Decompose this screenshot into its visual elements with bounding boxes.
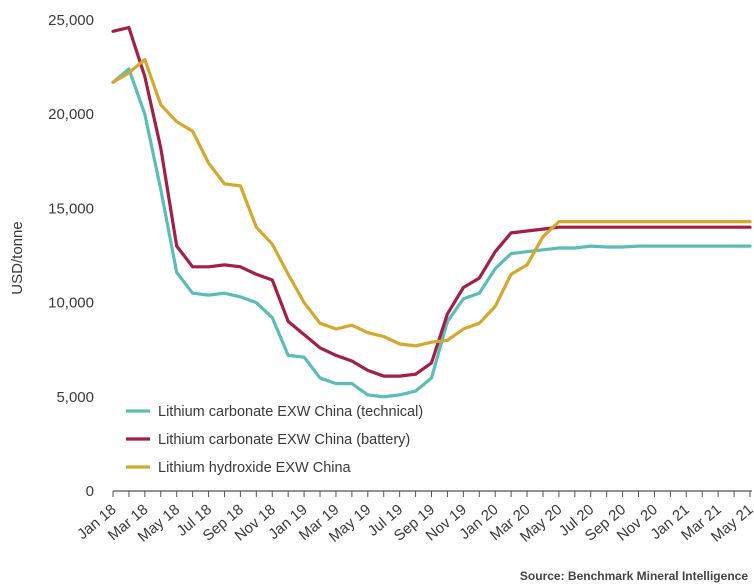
y-tick-label: 5,000 bbox=[56, 389, 94, 406]
y-tick-label: 10,000 bbox=[48, 295, 94, 312]
y-tick-label: 25,000 bbox=[48, 12, 94, 29]
legend-label: Lithium carbonate EXW China (battery) bbox=[158, 432, 410, 448]
series-lines bbox=[111, 25, 752, 399]
series-line bbox=[111, 58, 752, 348]
source-note: Source: Benchmark Mineral Intelligence bbox=[519, 569, 748, 583]
legend-label: Lithium hydroxide EXW China bbox=[158, 460, 352, 476]
y-axis-title: USD/tonne bbox=[9, 221, 26, 294]
y-tick-label: 15,000 bbox=[48, 200, 94, 217]
y-tick-label: 20,000 bbox=[48, 106, 94, 123]
series-line bbox=[111, 25, 752, 378]
legend-label: Lithium carbonate EXW China (technical) bbox=[158, 404, 423, 420]
series-line bbox=[111, 67, 752, 399]
y-tick-label: 0 bbox=[86, 483, 94, 500]
legend: Lithium carbonate EXW China (technical) L… bbox=[126, 404, 423, 476]
